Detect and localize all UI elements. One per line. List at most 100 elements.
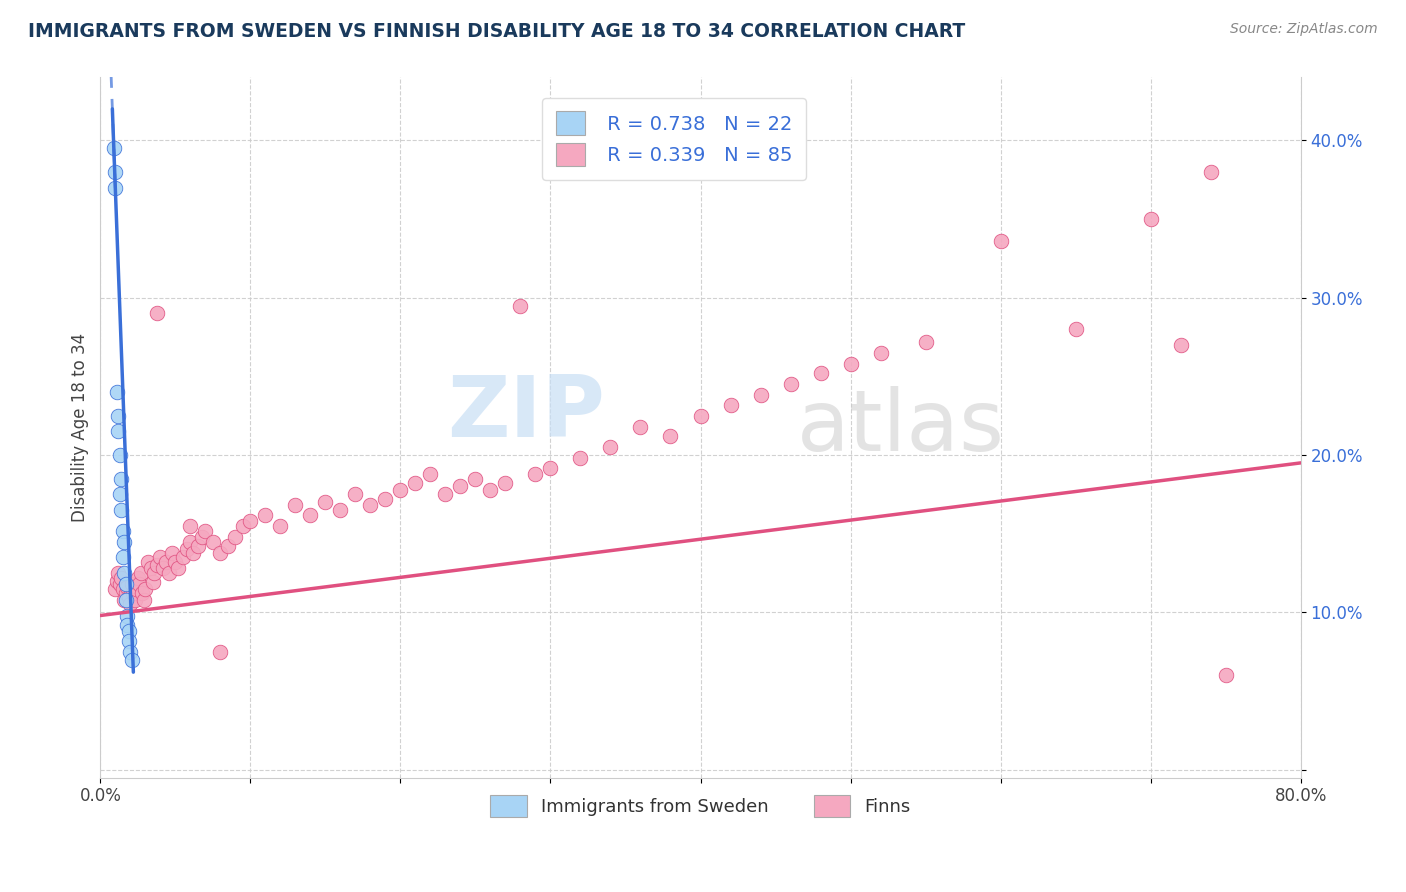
Point <box>104 582 127 596</box>
Point <box>152 561 174 575</box>
Point <box>146 558 169 573</box>
Point <box>107 425 129 439</box>
Point <box>239 514 262 528</box>
Point <box>142 575 165 590</box>
Point <box>124 592 146 607</box>
Point <box>232 518 254 533</box>
Point <box>112 534 135 549</box>
Point <box>110 571 132 585</box>
Point <box>146 306 169 320</box>
Point <box>157 566 180 580</box>
Point <box>720 398 742 412</box>
Point <box>172 550 194 565</box>
Point <box>103 141 125 155</box>
Point <box>1064 322 1087 336</box>
Point <box>389 483 412 497</box>
Point <box>118 624 141 639</box>
Point <box>630 419 652 434</box>
Point <box>104 165 127 179</box>
Point <box>125 582 148 596</box>
Point <box>914 334 936 349</box>
Point <box>104 180 127 194</box>
Text: Source: ZipAtlas.com: Source: ZipAtlas.com <box>1230 22 1378 37</box>
Point <box>344 487 367 501</box>
Point <box>167 561 190 575</box>
Point <box>187 539 209 553</box>
Point <box>201 534 224 549</box>
Point <box>105 385 128 400</box>
Point <box>115 592 138 607</box>
Point <box>779 377 801 392</box>
Point <box>509 299 531 313</box>
Text: atlas: atlas <box>797 386 1004 469</box>
Point <box>569 451 592 466</box>
Point <box>404 476 426 491</box>
Point <box>134 582 156 596</box>
Point <box>112 592 135 607</box>
Point <box>105 574 128 588</box>
Point <box>143 566 166 580</box>
Legend: Immigrants from Sweden, Finns: Immigrants from Sweden, Finns <box>484 788 918 824</box>
Point <box>464 472 486 486</box>
Point <box>494 476 516 491</box>
Point <box>179 518 201 533</box>
Point <box>419 467 441 481</box>
Point <box>1170 338 1192 352</box>
Point <box>131 586 153 600</box>
Point <box>165 555 187 569</box>
Point <box>128 577 150 591</box>
Point <box>1199 165 1222 179</box>
Point <box>111 582 134 596</box>
Point <box>118 633 141 648</box>
Point <box>108 487 131 501</box>
Point <box>120 598 142 612</box>
Point <box>138 555 160 569</box>
Point <box>110 503 132 517</box>
Point <box>524 467 547 481</box>
Point <box>217 539 239 553</box>
Point <box>374 492 396 507</box>
Point <box>111 524 134 538</box>
Point <box>659 429 682 443</box>
Point <box>108 448 131 462</box>
Point <box>141 561 163 575</box>
Point <box>810 366 832 380</box>
Point <box>1139 212 1161 227</box>
Point <box>115 586 138 600</box>
Point <box>117 618 139 632</box>
Text: ZIP: ZIP <box>447 372 605 455</box>
Point <box>149 550 172 565</box>
Point <box>155 555 177 569</box>
Point <box>209 645 232 659</box>
Point <box>179 534 201 549</box>
Point <box>107 409 129 423</box>
Point <box>122 586 145 600</box>
Point <box>118 590 141 604</box>
Point <box>117 580 139 594</box>
Point <box>121 652 143 666</box>
Y-axis label: Disability Age 18 to 34: Disability Age 18 to 34 <box>72 333 89 522</box>
Point <box>1215 668 1237 682</box>
Point <box>191 530 214 544</box>
Point <box>224 530 246 544</box>
Point <box>990 234 1012 248</box>
Point <box>129 566 152 580</box>
Point <box>115 577 138 591</box>
Point <box>869 345 891 359</box>
Point <box>121 577 143 591</box>
Point <box>127 571 149 585</box>
Point <box>194 524 217 538</box>
Point <box>111 550 134 565</box>
Point <box>108 577 131 591</box>
Point <box>449 479 471 493</box>
Point <box>183 545 205 559</box>
Point <box>132 592 155 607</box>
Point <box>839 357 862 371</box>
Point <box>434 487 457 501</box>
Point <box>540 460 562 475</box>
Point <box>269 518 291 533</box>
Point <box>479 483 502 497</box>
Point <box>110 472 132 486</box>
Point <box>599 440 621 454</box>
Point <box>254 508 277 522</box>
